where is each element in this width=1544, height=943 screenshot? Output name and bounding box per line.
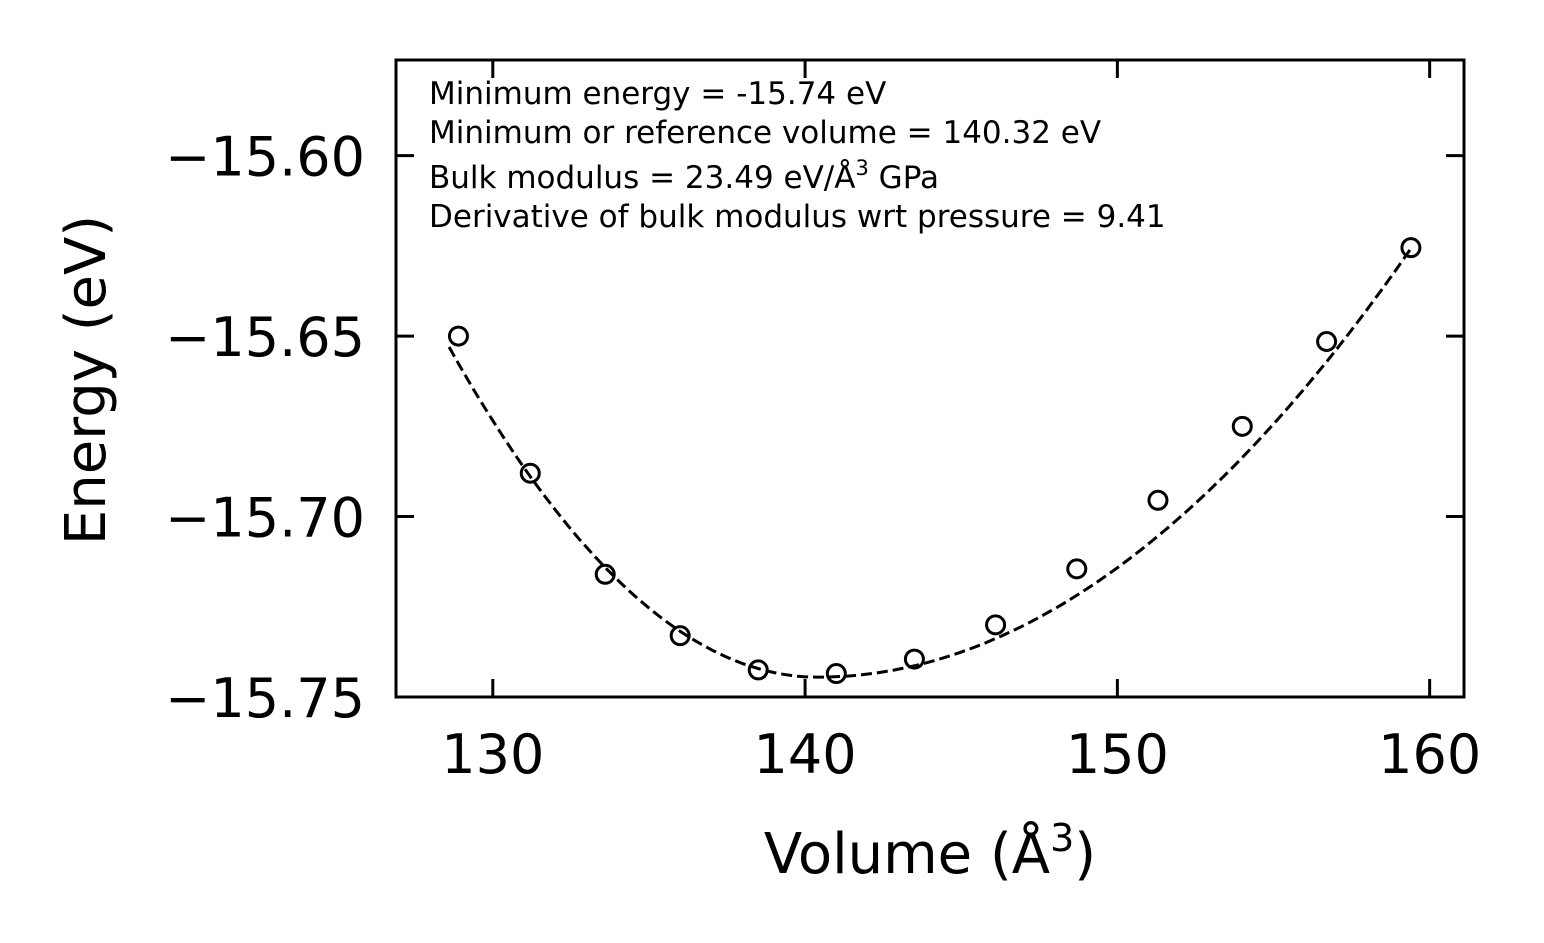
annotation-bulk-modulus-sup: 3	[855, 156, 868, 180]
x-tick-label: 130	[441, 723, 544, 786]
x-tick-label: 150	[1066, 723, 1169, 786]
data-point	[1147, 489, 1169, 511]
y-tick-label: −15.60	[165, 126, 365, 189]
ticks-layer: 130 140 150 160 −15.60 −15.65 −15.70 −15.75	[165, 60, 1481, 786]
data-point	[519, 462, 541, 484]
data-point	[1316, 331, 1338, 353]
plot-frame	[394, 58, 1466, 699]
y-tick-label: −15.70	[165, 487, 365, 550]
annotations: Minimum energy = -15.74 eV Minimum or re…	[429, 76, 1166, 235]
x-axis-label-sup: 3	[1050, 816, 1074, 860]
annotation-bulk-modulus-text: Bulk modulus = 23.49 eV/Å	[429, 160, 855, 196]
data-point	[1400, 237, 1422, 259]
y-tick-label: −15.65	[165, 306, 365, 369]
x-tick-label: 160	[1378, 723, 1481, 786]
data-point	[825, 663, 847, 685]
fit-layer	[447, 247, 1413, 679]
data-point	[447, 325, 469, 347]
data-point	[747, 659, 769, 681]
data-point	[1066, 558, 1088, 580]
x-axis-label: Volume (Å3)	[764, 816, 1096, 887]
data-point	[594, 563, 616, 585]
data-point	[985, 614, 1007, 636]
x-axis-label-text: Volume (Å	[764, 821, 1050, 887]
fit-curve	[447, 247, 1413, 679]
annotation-min-energy: Minimum energy = -15.74 eV	[429, 76, 886, 112]
points-layer	[447, 237, 1422, 685]
x-axis-label-close: )	[1074, 822, 1096, 887]
annotation-bulk-modulus-suffix: GPa	[869, 160, 939, 196]
data-point	[903, 648, 925, 670]
annotation-min-volume: Minimum or reference volume = 140.32 eV	[429, 115, 1101, 151]
data-point	[669, 625, 691, 647]
annotation-bulk-modulus-derivative: Derivative of bulk modulus wrt pressure …	[429, 199, 1166, 235]
annotation-bulk-modulus: Bulk modulus = 23.49 eV/Å3 GPa	[429, 156, 939, 196]
data-point	[1231, 415, 1253, 437]
x-tick-label: 140	[754, 723, 857, 786]
y-tick-label: −15.75	[165, 667, 365, 730]
y-axis-label: Energy (eV)	[54, 215, 119, 545]
